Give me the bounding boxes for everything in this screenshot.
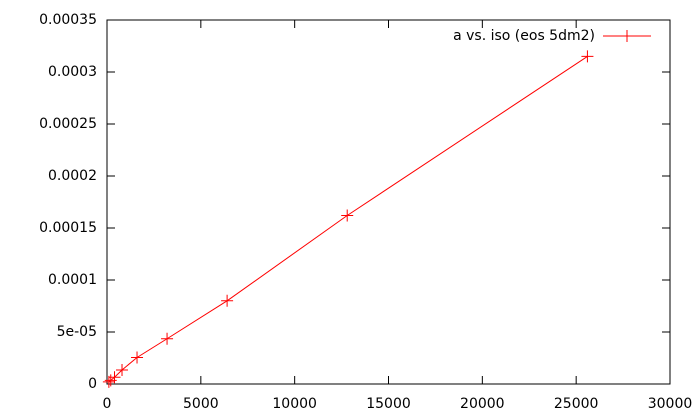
x-tick-label: 15000 (366, 396, 411, 412)
x-tick-label: 30000 (648, 396, 693, 412)
x-tick-label: 0 (103, 396, 112, 412)
x-tick-label: 25000 (554, 396, 599, 412)
y-tick-label: 0.0001 (48, 272, 97, 288)
y-tick-label: 0 (88, 376, 97, 392)
y-tick-label: 0.00035 (39, 12, 97, 28)
series-line (108, 55, 588, 383)
x-tick-label: 5000 (183, 396, 219, 412)
y-tick-label: 0.0002 (48, 168, 97, 184)
point-marker (221, 294, 234, 307)
point-marker (341, 209, 354, 222)
y-tick-label: 5e-05 (57, 324, 97, 340)
x-tick-label: 10000 (272, 396, 317, 412)
plot-frame (106, 19, 671, 385)
point-marker (116, 363, 129, 376)
point-marker (102, 375, 115, 388)
point-marker (581, 50, 594, 63)
y-tick-label: 0.00015 (39, 220, 97, 236)
point-marker (131, 351, 144, 364)
legend-label: a vs. iso (eos 5dm2) (453, 28, 595, 44)
point-marker (108, 371, 121, 384)
legend-marker (621, 30, 633, 42)
y-tick-label: 0.0003 (48, 64, 97, 80)
y-tick-label: 0.00025 (39, 116, 97, 132)
point-marker (161, 332, 174, 345)
x-tick-label: 20000 (460, 396, 505, 412)
